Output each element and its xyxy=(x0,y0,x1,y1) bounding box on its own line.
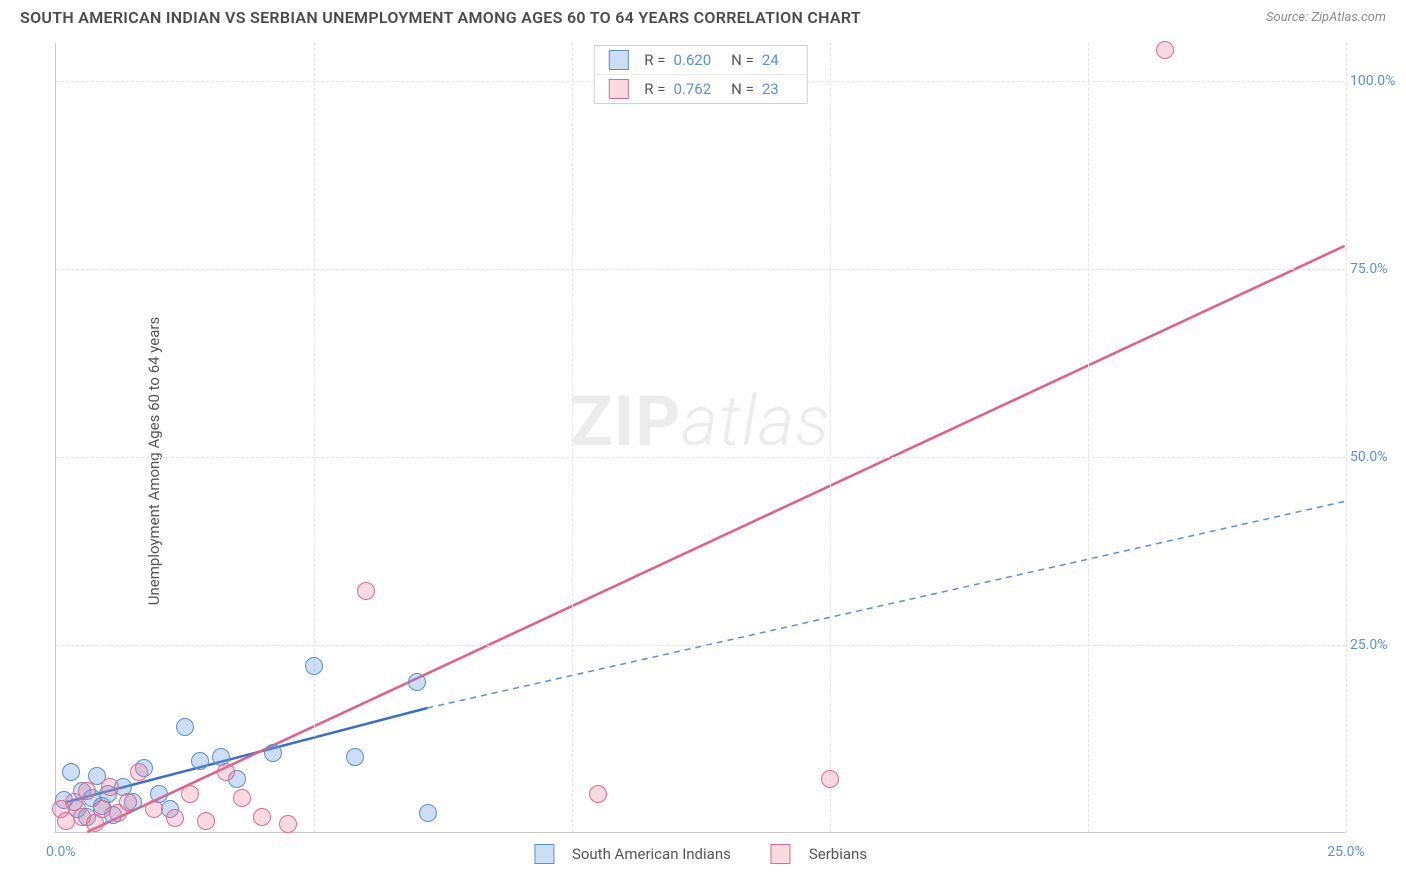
x-tick-label: 25.0% xyxy=(1327,844,1365,860)
scatter-point xyxy=(181,785,199,803)
scatter-point xyxy=(821,770,839,788)
scatter-point xyxy=(101,778,119,796)
scatter-point xyxy=(197,812,215,830)
legend-swatch-blue xyxy=(534,844,554,864)
r-value-blue: 0.620 xyxy=(673,51,711,69)
legend-swatch-pink xyxy=(608,79,628,99)
gridline-vertical xyxy=(1346,43,1347,832)
gridline-vertical xyxy=(572,43,573,832)
scatter-point xyxy=(233,789,251,807)
gridline-horizontal xyxy=(56,645,1345,646)
chart-title: SOUTH AMERICAN INDIAN VS SERBIAN UNEMPLO… xyxy=(20,8,861,27)
scatter-point xyxy=(78,782,96,800)
scatter-point xyxy=(176,718,194,736)
scatter-point xyxy=(166,809,184,827)
scatter-point xyxy=(130,763,148,781)
scatter-point xyxy=(191,752,209,770)
legend-swatch-pink xyxy=(771,844,791,864)
scatter-point xyxy=(279,815,297,833)
x-origin-label: 0.0% xyxy=(46,844,76,860)
y-tick-label: 25.0% xyxy=(1350,637,1405,653)
n-label: N = xyxy=(731,51,754,69)
legend-swatch-blue xyxy=(608,50,628,70)
scatter-point xyxy=(346,748,364,766)
scatter-point xyxy=(408,673,426,691)
r-label: R = xyxy=(644,51,665,69)
scatter-point xyxy=(253,808,271,826)
series-legend-item: South American Indians xyxy=(534,844,731,864)
scatter-point xyxy=(589,785,607,803)
scatter-point xyxy=(1156,41,1174,59)
header: SOUTH AMERICAN INDIAN VS SERBIAN UNEMPLO… xyxy=(0,0,1406,33)
y-tick-label: 100.0% xyxy=(1350,73,1405,89)
n-label: N = xyxy=(731,80,754,98)
n-value-blue: 24 xyxy=(762,51,779,69)
y-tick-label: 50.0% xyxy=(1350,449,1405,465)
r-value-pink: 0.762 xyxy=(673,80,711,98)
source-attribution: Source: ZipAtlas.com xyxy=(1266,10,1386,25)
r-label: R = xyxy=(644,80,665,98)
trend-lines-layer xyxy=(56,43,1345,832)
gridline-vertical xyxy=(1088,43,1089,832)
trend-line xyxy=(427,501,1344,708)
scatter-point xyxy=(305,657,323,675)
correlation-legend: R = 0.620 N = 24 R = 0.762 N = 23 xyxy=(593,45,807,104)
scatter-point xyxy=(145,800,163,818)
scatter-point xyxy=(357,582,375,600)
chart-container: Unemployment Among Ages 60 to 64 years Z… xyxy=(0,33,1406,888)
plot-area: ZIPatlas R = 0.620 N = 24 R = 0.762 N = … xyxy=(55,43,1345,833)
correlation-legend-row: R = 0.762 N = 23 xyxy=(594,75,806,103)
scatter-point xyxy=(217,763,235,781)
scatter-point xyxy=(62,763,80,781)
series-legend: South American Indians Serbians xyxy=(534,844,867,864)
y-tick-label: 75.0% xyxy=(1350,261,1405,277)
gridline-horizontal xyxy=(56,269,1345,270)
series-label: Serbians xyxy=(809,845,867,863)
scatter-point xyxy=(119,793,137,811)
gridline-vertical xyxy=(830,43,831,832)
gridline-vertical xyxy=(314,43,315,832)
gridline-horizontal xyxy=(56,457,1345,458)
series-legend-item: Serbians xyxy=(771,844,867,864)
scatter-point xyxy=(264,744,282,762)
series-label: South American Indians xyxy=(572,845,731,863)
scatter-point xyxy=(419,804,437,822)
correlation-legend-row: R = 0.620 N = 24 xyxy=(594,46,806,75)
n-value-pink: 23 xyxy=(762,80,779,98)
